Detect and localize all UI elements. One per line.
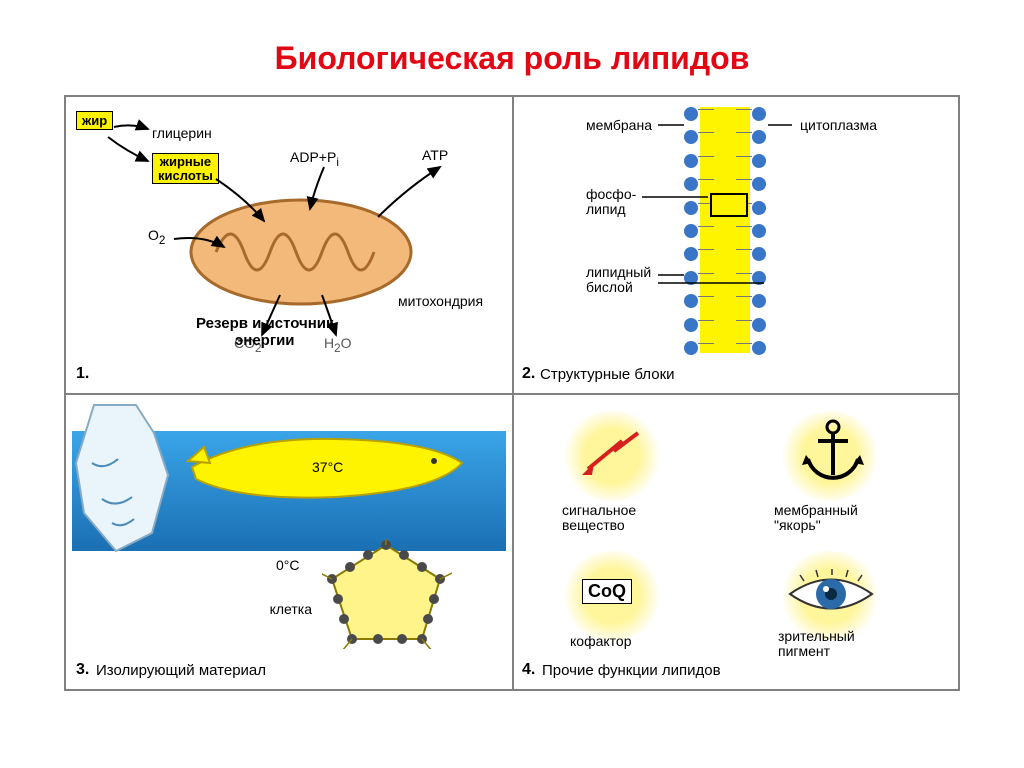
anchor-label: мембранный"якорь" xyxy=(774,503,858,534)
atp-label: ATP xyxy=(422,147,448,163)
o2-label: O2 xyxy=(148,227,165,247)
panel2-caption: Структурные блоки xyxy=(540,366,675,383)
cell-label: клетка xyxy=(270,601,312,617)
panel2-number: 2. xyxy=(522,365,535,383)
panel-insulation: 37°C 0°C клетка 3. Изолирующий материал xyxy=(66,393,512,689)
panel-other: сигнальноевещество мембранный"якорь" CoQ… xyxy=(512,393,958,689)
pigment-label: зрительныйпигмент xyxy=(778,629,855,660)
iceberg-icon xyxy=(72,403,182,553)
panel3-number: 3. xyxy=(76,661,89,679)
signal-label: сигнальноевещество xyxy=(562,503,636,534)
water-temp-label: 0°C xyxy=(276,557,300,573)
panel1-number: 1. xyxy=(76,365,89,383)
adp-label: ADP+Pi xyxy=(290,149,339,169)
panel3-caption: Изолирующий материал xyxy=(96,662,266,679)
panel-energy: жир глицерин жирные кислоты xyxy=(66,97,512,393)
mitochondrion-label: митохондрия xyxy=(398,293,483,309)
panel1-caption: Резерв и источникэнергии xyxy=(196,315,334,350)
signal-icon xyxy=(580,427,646,481)
diagram-grid: жир глицерин жирные кислоты xyxy=(64,95,960,691)
cofactor-label: кофактор xyxy=(570,633,631,649)
eye-icon xyxy=(786,569,876,619)
anchor-icon xyxy=(798,419,868,493)
panel4-caption: Прочие функции липидов xyxy=(542,662,721,679)
panel-structural: мембрана цитоплазма фосфо-липид липидный… xyxy=(512,97,958,393)
cell-icon xyxy=(322,539,452,649)
page-title: Биологическая роль липидов xyxy=(0,0,1024,95)
panel4-number: 4. xyxy=(522,661,535,679)
panel2-svg xyxy=(512,97,958,393)
body-temp-label: 37°C xyxy=(312,459,343,475)
coq-box: CoQ xyxy=(582,579,632,604)
